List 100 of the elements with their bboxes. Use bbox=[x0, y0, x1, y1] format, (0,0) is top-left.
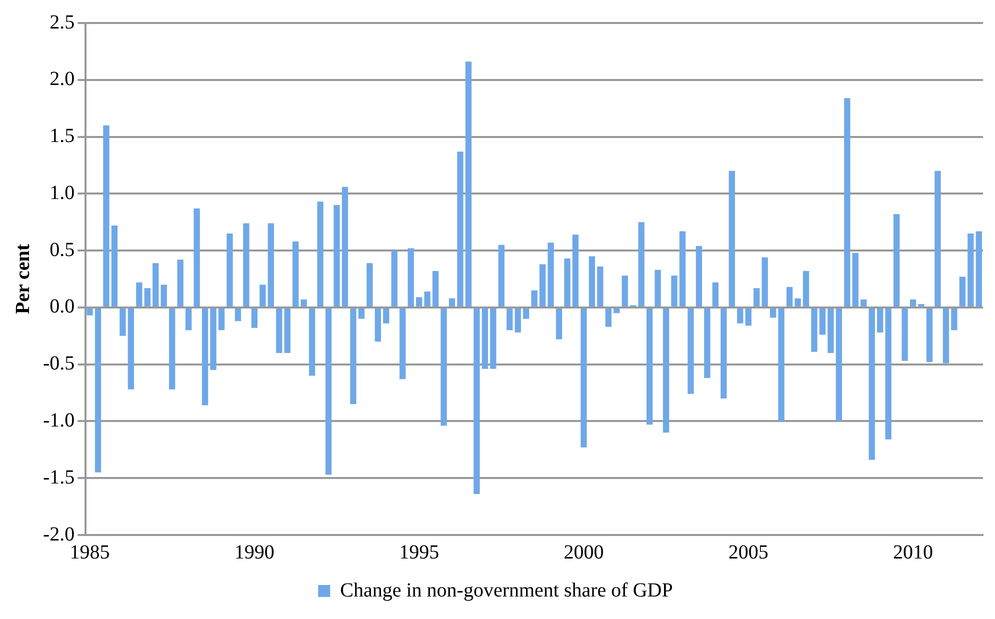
bar bbox=[696, 246, 702, 306]
bar bbox=[325, 308, 332, 475]
bar bbox=[688, 308, 694, 394]
bar bbox=[770, 308, 776, 318]
bar bbox=[910, 299, 916, 306]
bar bbox=[268, 223, 274, 306]
bar bbox=[926, 308, 933, 362]
bar bbox=[194, 208, 200, 306]
bar bbox=[408, 248, 414, 306]
bar bbox=[531, 290, 538, 306]
bar bbox=[548, 242, 554, 306]
bar bbox=[860, 299, 867, 306]
bar bbox=[588, 256, 596, 306]
bar bbox=[226, 233, 233, 306]
bar bbox=[868, 308, 875, 460]
bar bbox=[432, 271, 439, 306]
bar bbox=[440, 308, 447, 426]
bar bbox=[342, 186, 348, 306]
bar bbox=[844, 98, 850, 306]
bar bbox=[374, 308, 381, 342]
y-tick-label: 0.0 bbox=[50, 296, 75, 318]
bar bbox=[704, 308, 710, 378]
bar bbox=[160, 284, 167, 306]
bar bbox=[251, 308, 258, 328]
bar bbox=[720, 308, 727, 398]
bar bbox=[942, 308, 950, 364]
bar bbox=[638, 222, 644, 306]
bar bbox=[391, 250, 398, 306]
bar bbox=[662, 308, 670, 433]
bar bbox=[300, 299, 307, 306]
bar bbox=[754, 288, 760, 306]
bar bbox=[778, 308, 784, 422]
bar bbox=[654, 270, 661, 306]
legend-label: Change in non-government share of GDP bbox=[340, 579, 673, 602]
bar bbox=[177, 260, 184, 306]
bar bbox=[120, 308, 126, 336]
bar bbox=[400, 308, 406, 380]
bar bbox=[111, 226, 118, 306]
bar bbox=[786, 286, 793, 306]
bar bbox=[976, 231, 982, 306]
bar bbox=[523, 308, 530, 319]
bar bbox=[539, 264, 546, 306]
bar bbox=[498, 244, 504, 306]
y-tick-label: 1.0 bbox=[50, 182, 75, 204]
y-tick-label: 2.0 bbox=[50, 68, 75, 90]
bar bbox=[448, 298, 456, 306]
bar bbox=[614, 308, 620, 314]
y-tick-label: 2.5 bbox=[50, 11, 75, 34]
bar bbox=[671, 276, 678, 306]
bar bbox=[885, 308, 892, 440]
bar bbox=[572, 234, 579, 306]
bar bbox=[762, 257, 768, 306]
bar bbox=[836, 308, 842, 422]
bar bbox=[103, 125, 110, 306]
bar bbox=[366, 263, 373, 306]
y-tick-label: 1.5 bbox=[50, 125, 75, 148]
bar bbox=[622, 276, 628, 306]
bar bbox=[902, 308, 908, 361]
bar bbox=[556, 308, 562, 340]
bar bbox=[169, 308, 176, 390]
bar bbox=[482, 308, 488, 369]
bar bbox=[383, 308, 390, 324]
bar bbox=[94, 308, 102, 472]
bar bbox=[646, 308, 653, 425]
bar bbox=[828, 308, 834, 353]
bar bbox=[852, 252, 858, 306]
bar bbox=[564, 258, 570, 306]
bar bbox=[745, 308, 752, 326]
bar bbox=[308, 308, 316, 376]
bar bbox=[605, 308, 612, 327]
bar bbox=[893, 214, 900, 306]
bar bbox=[276, 308, 282, 353]
bar bbox=[877, 308, 884, 332]
bar bbox=[959, 276, 966, 306]
bar bbox=[424, 292, 430, 306]
bar bbox=[728, 170, 735, 306]
bar bbox=[202, 308, 208, 406]
bar bbox=[465, 62, 472, 306]
bar bbox=[811, 308, 818, 352]
bar bbox=[350, 308, 356, 404]
bar bbox=[234, 308, 242, 322]
bar bbox=[490, 308, 496, 369]
bar bbox=[292, 241, 299, 306]
bar bbox=[794, 298, 801, 306]
bar bbox=[934, 170, 941, 306]
bar bbox=[144, 288, 150, 306]
y-axis-title: Per cent bbox=[12, 244, 34, 314]
y-tick-label: -1.5 bbox=[42, 466, 75, 488]
y-tick-label: -0.5 bbox=[42, 352, 75, 375]
bar bbox=[968, 233, 974, 306]
bar bbox=[358, 308, 365, 319]
bar bbox=[737, 308, 744, 324]
bar bbox=[474, 308, 480, 494]
bar bbox=[136, 282, 142, 306]
bar bbox=[185, 308, 192, 330]
x-tick-label: 1990 bbox=[234, 541, 274, 564]
bar bbox=[506, 308, 513, 330]
bar bbox=[210, 308, 216, 370]
bar bbox=[416, 297, 422, 306]
bar bbox=[218, 308, 225, 330]
